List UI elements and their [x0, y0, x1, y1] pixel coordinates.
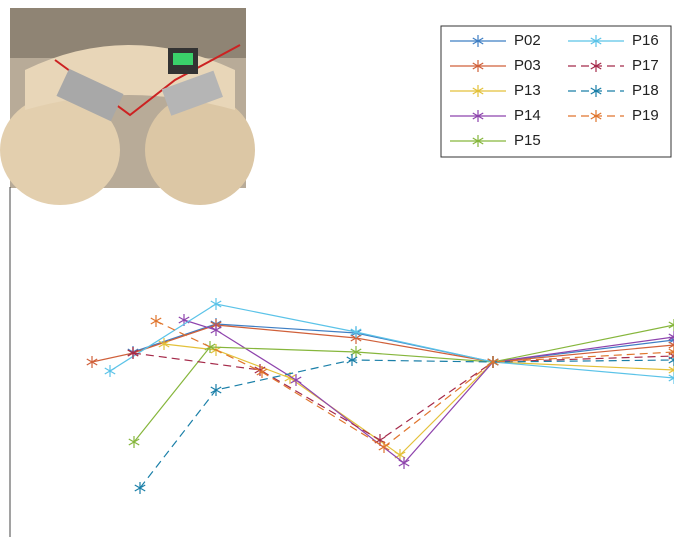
marker	[86, 356, 98, 368]
legend-marker	[590, 85, 602, 97]
marker	[104, 365, 116, 377]
marker	[668, 339, 674, 351]
series-line	[139, 359, 674, 489]
marker	[668, 364, 674, 376]
legend-marker	[472, 85, 484, 97]
marker	[487, 356, 499, 368]
photo-inset	[0, 8, 255, 205]
legend-marker	[590, 110, 602, 122]
marker	[668, 354, 674, 366]
legend-label: P03	[514, 57, 541, 74]
legend-label: P19	[632, 107, 659, 124]
legend-label: P13	[514, 82, 541, 99]
legend-marker	[590, 60, 602, 72]
marker	[127, 347, 139, 359]
marker	[290, 374, 302, 386]
legend-marker	[472, 35, 484, 47]
marker	[378, 441, 390, 453]
marker	[210, 324, 222, 336]
marker	[134, 482, 146, 494]
legend-marker	[472, 110, 484, 122]
legend-label: P15	[514, 132, 541, 149]
marker	[150, 315, 162, 327]
series-line	[155, 320, 674, 448]
legend-label: P18	[632, 82, 659, 99]
marker	[668, 346, 674, 358]
marker	[398, 457, 410, 469]
legend-label: P02	[514, 32, 541, 49]
marker	[210, 298, 222, 310]
legend-marker	[472, 135, 484, 147]
marker	[254, 364, 266, 376]
marker	[128, 436, 140, 448]
legend: P02 P03 P13 P14 P15 P16 P17 P18 P19	[440, 25, 672, 158]
marker	[350, 326, 362, 338]
legend-label: P16	[632, 32, 659, 49]
legend-label: P17	[632, 57, 659, 74]
marker	[668, 372, 674, 384]
series-line	[183, 319, 674, 464]
marker	[668, 319, 674, 331]
plot-area	[86, 298, 674, 494]
marker	[668, 331, 674, 343]
legend-marker	[590, 35, 602, 47]
marker	[158, 338, 170, 350]
marker	[346, 354, 358, 366]
legend-label: P14	[514, 107, 541, 124]
series-line	[91, 324, 674, 363]
marker	[210, 384, 222, 396]
marker	[256, 366, 268, 378]
legend-marker	[472, 60, 484, 72]
